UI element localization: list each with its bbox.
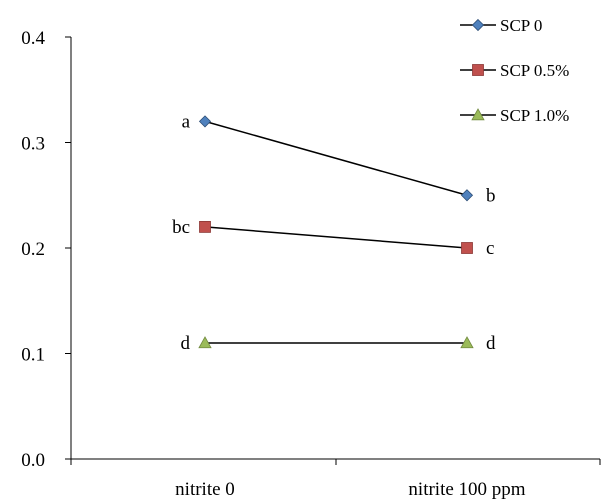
data-label: d — [181, 333, 191, 354]
legend-label: SCP 1.0% — [500, 106, 569, 125]
series-layer: a b bc c d d — [172, 111, 496, 354]
data-point — [460, 189, 474, 202]
data-point — [198, 336, 212, 349]
legend-label: SCP 0.5% — [500, 61, 569, 80]
data-point — [460, 336, 474, 349]
legend: SCP 0 SCP 0.5% SCP 1.0% — [460, 16, 569, 125]
y-tick-label: 0.3 — [21, 134, 45, 155]
x-tick-label: nitrite 0 — [175, 479, 235, 500]
data-label: b — [486, 185, 496, 206]
data-label: c — [486, 238, 494, 259]
y-tick-label: 0.1 — [21, 345, 45, 366]
data-label: a — [182, 111, 191, 132]
data-point — [199, 220, 211, 233]
legend-marker — [471, 18, 485, 32]
data-label: d — [486, 333, 496, 354]
y-tick-label: 0.4 — [21, 28, 45, 49]
legend-marker — [472, 64, 484, 76]
x-tick-label: nitrite 100 ppm — [408, 479, 525, 500]
data-label: bc — [172, 217, 190, 238]
series-line — [204, 226, 468, 249]
y-tick-label: 0.2 — [21, 239, 45, 260]
legend-marker — [471, 108, 485, 121]
axes: 0.0 0.1 0.2 0.3 0.4 nitrite 0 nitrite 100 ppm — [21, 28, 601, 500]
y-tick-label: 0.0 — [21, 450, 45, 471]
data-point — [198, 115, 212, 128]
legend-label: SCP 0 — [500, 16, 542, 35]
data-point — [461, 242, 473, 254]
series-line — [204, 120, 468, 196]
